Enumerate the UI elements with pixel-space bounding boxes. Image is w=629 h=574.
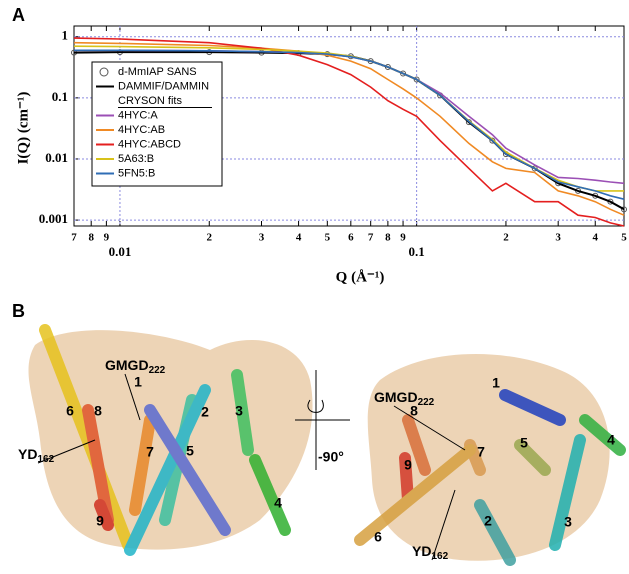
motif-subscript: 162 bbox=[37, 454, 54, 465]
helix-label: 7 bbox=[477, 444, 485, 460]
motif-label: GMGD222 bbox=[374, 389, 435, 408]
motif-pointer bbox=[431, 489, 456, 561]
helix-label: 2 bbox=[201, 404, 209, 420]
helix-label: 1 bbox=[492, 375, 500, 391]
helix bbox=[39, 324, 134, 551]
x-tick-label: 7 bbox=[368, 232, 374, 244]
motif-label: YD162 bbox=[412, 543, 449, 562]
rotation-arrow bbox=[307, 399, 324, 413]
helix-label: 8 bbox=[94, 403, 102, 419]
data-point bbox=[621, 206, 627, 213]
legend-label: 5FN5:B bbox=[118, 167, 155, 179]
y-tick-label: 0.001 bbox=[39, 211, 68, 226]
helix bbox=[579, 414, 626, 456]
motif-label: YD162 bbox=[18, 446, 55, 465]
x-tick-label: 8 bbox=[88, 232, 94, 244]
x-tick-label: 7 bbox=[71, 232, 77, 244]
motif-subscript: 222 bbox=[418, 397, 435, 408]
helix bbox=[231, 369, 254, 456]
helix-label: 2 bbox=[484, 513, 492, 529]
y-tick-label: 1 bbox=[62, 28, 69, 43]
x-tick-label: 8 bbox=[385, 232, 391, 244]
legend-box bbox=[91, 61, 223, 187]
helix bbox=[129, 414, 156, 516]
x-tick-label: 9 bbox=[104, 232, 110, 244]
helix-label: 4 bbox=[274, 495, 282, 511]
motif-subscript: 162 bbox=[431, 551, 448, 562]
legend-label: 4HYC:ABCD bbox=[118, 138, 181, 150]
x-tick-label: 2 bbox=[503, 232, 509, 244]
x-tick-label: 3 bbox=[555, 232, 561, 244]
helix-label: 7 bbox=[146, 444, 154, 460]
motif-name: YD bbox=[412, 543, 431, 559]
motif-name: GMGD bbox=[374, 389, 418, 405]
helix bbox=[399, 452, 414, 506]
helix bbox=[474, 499, 516, 566]
helix bbox=[124, 384, 211, 556]
x-tick-label: 0.1 bbox=[409, 244, 425, 259]
helix-label: 8 bbox=[410, 403, 418, 419]
x-axis-label: Q (Å⁻¹) bbox=[336, 269, 385, 285]
motif-name: GMGD bbox=[105, 357, 149, 373]
helix bbox=[402, 414, 431, 476]
helix bbox=[499, 389, 566, 426]
x-tick-label: 6 bbox=[348, 232, 354, 244]
legend-label: 4HYC:AB bbox=[118, 124, 165, 136]
legend-marker bbox=[99, 67, 109, 77]
motif-subscript: 222 bbox=[149, 365, 166, 376]
x-tick-label: 2 bbox=[207, 232, 213, 244]
motif-pointer bbox=[37, 439, 96, 464]
series-line bbox=[74, 49, 625, 200]
x-tick-label: 4 bbox=[296, 232, 302, 244]
helix bbox=[144, 404, 231, 536]
motif-name: YD bbox=[18, 446, 37, 462]
x-tick-label: 3 bbox=[259, 232, 265, 244]
plot-frame bbox=[73, 25, 625, 227]
helix-label: 1 bbox=[134, 374, 142, 390]
rotation-label: -90° bbox=[318, 449, 344, 465]
x-tick-label: 4 bbox=[592, 232, 598, 244]
data-point bbox=[531, 165, 538, 172]
legend-label: d-MmIAP SANS bbox=[118, 66, 197, 78]
helix-label: 6 bbox=[374, 529, 382, 545]
x-tick-label: 5 bbox=[325, 232, 331, 244]
y-axis-label: I(Q) (cm⁻¹) bbox=[15, 92, 31, 165]
helix-label: 3 bbox=[235, 403, 243, 419]
helix bbox=[94, 499, 114, 531]
x-tick-label: 5 bbox=[621, 232, 627, 244]
helix bbox=[249, 454, 291, 536]
motif-pointer bbox=[124, 373, 141, 421]
panel-label: A bbox=[12, 5, 25, 25]
x-tick-label: 9 bbox=[400, 232, 406, 244]
x-tick-label: 0.01 bbox=[109, 244, 132, 259]
legend-label: 5A63:B bbox=[118, 153, 154, 165]
motif-label: GMGD222 bbox=[105, 357, 166, 376]
legend-label: DAMMIF/DAMMIN bbox=[118, 80, 209, 92]
structure-right bbox=[367, 353, 610, 561]
helix-label: 9 bbox=[404, 457, 412, 473]
y-tick-label: 0.01 bbox=[45, 150, 68, 165]
helix-label: 4 bbox=[607, 432, 615, 448]
panel-label: B bbox=[12, 301, 25, 321]
helix-label: 6 bbox=[66, 403, 74, 419]
legend-heading: CRYSON fits bbox=[118, 95, 182, 107]
helix-label: 5 bbox=[520, 435, 528, 451]
y-tick-label: 0.1 bbox=[52, 89, 68, 104]
helices bbox=[39, 324, 626, 566]
motif-pointer bbox=[393, 405, 466, 451]
helix-label: 9 bbox=[96, 513, 104, 529]
helix-label: 5 bbox=[186, 443, 194, 459]
helix-label: 3 bbox=[564, 514, 572, 530]
helix bbox=[549, 434, 586, 551]
legend-label: 4HYC:A bbox=[118, 109, 158, 121]
helix bbox=[354, 444, 476, 546]
helix bbox=[514, 439, 551, 476]
